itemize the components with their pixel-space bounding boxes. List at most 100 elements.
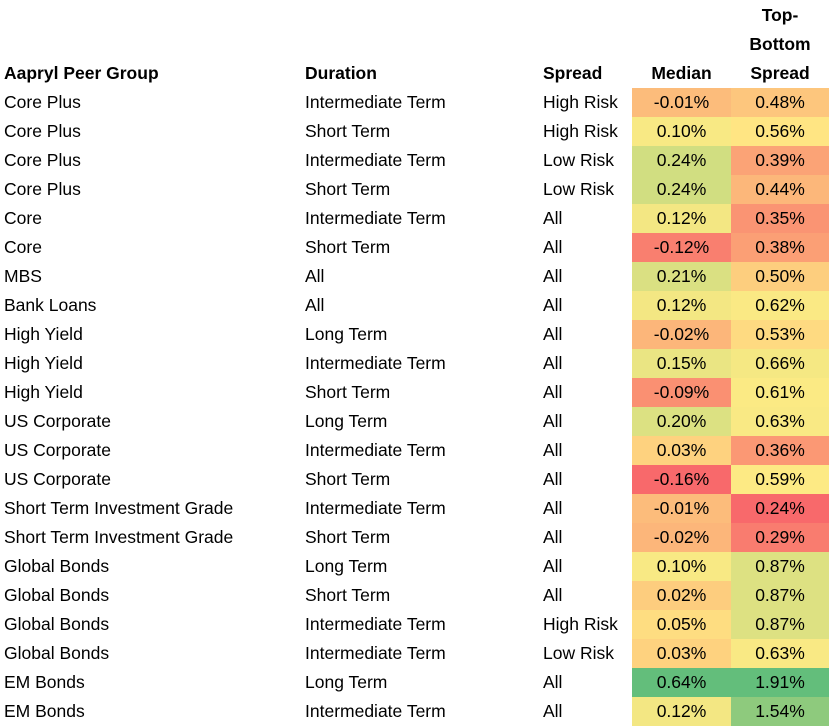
median-cell: 0.64% [632, 668, 731, 697]
spread-cell: All [543, 382, 563, 402]
top-bottom-spread-cell: 1.91% [731, 668, 829, 697]
header-median: Median [651, 63, 712, 83]
median-cell: 0.12% [632, 291, 731, 320]
median-cell: 0.03% [632, 436, 731, 465]
duration-cell: Intermediate Term [305, 614, 446, 634]
peer-group-cell: US Corporate [4, 469, 111, 489]
top-bottom-spread-cell: 0.36% [731, 436, 829, 465]
header-spread: Spread [543, 63, 603, 83]
spread-cell: High Risk [543, 614, 618, 634]
spread-cell: All [543, 527, 563, 547]
top-bottom-spread-cell: 0.48% [731, 88, 829, 117]
median-cell: 0.10% [632, 552, 731, 581]
peer-group-cell: US Corporate [4, 411, 111, 431]
top-bottom-spread-cell: 0.24% [731, 494, 829, 523]
spread-cell: High Risk [543, 92, 618, 112]
median-cell: -0.16% [632, 465, 731, 494]
top-bottom-spread-cell: 0.39% [731, 146, 829, 175]
top-bottom-spread-cell: 0.56% [731, 117, 829, 146]
top-bottom-spread-cell: 0.87% [731, 581, 829, 610]
top-bottom-spread-cell: 0.35% [731, 204, 829, 233]
median-cell: 0.05% [632, 610, 731, 639]
top-bottom-spread-cell: 0.61% [731, 378, 829, 407]
top-bottom-spread-cell: 0.63% [731, 407, 829, 436]
peer-group-cell: Core [4, 208, 42, 228]
top-bottom-spread-cell: 0.53% [731, 320, 829, 349]
duration-cell: Short Term [305, 382, 391, 402]
duration-cell: Intermediate Term [305, 92, 446, 112]
spread-cell: All [543, 266, 563, 286]
peer-group-cell: Global Bonds [4, 643, 110, 663]
peer-group-cell: High Yield [4, 353, 83, 373]
duration-cell: Intermediate Term [305, 353, 446, 373]
peer-group-cell: Global Bonds [4, 585, 110, 605]
peer-group-cell: Global Bonds [4, 556, 110, 576]
top-bottom-spread-cell: 0.59% [731, 465, 829, 494]
top-bottom-spread-cell: 0.87% [731, 552, 829, 581]
peer-group-cell: Short Term Investment Grade [4, 527, 234, 547]
top-bottom-spread-cell: 0.38% [731, 233, 829, 262]
spread-cell: All [543, 469, 563, 489]
peer-group-cell: Global Bonds [4, 614, 110, 634]
duration-cell: Long Term [305, 672, 388, 692]
spread-cell: All [543, 701, 563, 721]
spread-cell: Low Risk [543, 179, 614, 199]
duration-cell: All [305, 266, 325, 286]
median-cell: 0.12% [632, 697, 731, 726]
peer-group-cell: Core [4, 237, 42, 257]
peer-group-cell: Core Plus [4, 179, 81, 199]
header-peer-group: Aapryl Peer Group [4, 63, 159, 83]
header-duration: Duration [305, 63, 377, 83]
median-cell: -0.01% [632, 88, 731, 117]
header-text: Top-Bottom Spread [749, 5, 811, 83]
duration-cell: Short Term [305, 179, 391, 199]
median-cell: 0.20% [632, 407, 731, 436]
peer-group-cell: MBS [4, 266, 42, 286]
duration-cell: Long Term [305, 324, 388, 344]
peer-group-cell: High Yield [4, 382, 83, 402]
spread-cell: All [543, 440, 563, 460]
duration-cell: Intermediate Term [305, 498, 446, 518]
duration-cell: Short Term [305, 585, 391, 605]
median-cell: -0.09% [632, 378, 731, 407]
duration-cell: Intermediate Term [305, 643, 446, 663]
duration-cell: Intermediate Term [305, 150, 446, 170]
spread-cell: All [543, 672, 563, 692]
median-cell: 0.02% [632, 581, 731, 610]
peer-group-cell: Bank Loans [4, 295, 97, 315]
median-cell: 0.03% [632, 639, 731, 668]
peer-group-cell: EM Bonds [4, 672, 85, 692]
median-cell: 0.10% [632, 117, 731, 146]
peer-group-cell: High Yield [4, 324, 83, 344]
spread-cell: All [543, 498, 563, 518]
spread-cell: All [543, 556, 563, 576]
top-bottom-spread-cell: 0.63% [731, 639, 829, 668]
median-cell: -0.02% [632, 320, 731, 349]
duration-cell: Short Term [305, 527, 391, 547]
median-cell: 0.24% [632, 146, 731, 175]
duration-cell: Short Term [305, 469, 391, 489]
median-cell: 0.21% [632, 262, 731, 291]
spread-cell: Low Risk [543, 643, 614, 663]
top-bottom-spread-cell: 0.29% [731, 523, 829, 552]
duration-cell: Short Term [305, 237, 391, 257]
duration-cell: All [305, 295, 325, 315]
median-cell: 0.24% [632, 175, 731, 204]
duration-cell: Intermediate Term [305, 701, 446, 721]
peer-group-cell: Core Plus [4, 150, 81, 170]
spread-cell: Low Risk [543, 150, 614, 170]
peer-group-cell: Core Plus [4, 92, 81, 112]
peer-group-cell: US Corporate [4, 440, 111, 460]
top-bottom-spread-cell: 0.50% [731, 262, 829, 291]
duration-cell: Intermediate Term [305, 208, 446, 228]
duration-cell: Long Term [305, 411, 388, 431]
spread-cell: All [543, 353, 563, 373]
median-cell: -0.12% [632, 233, 731, 262]
median-cell: -0.01% [632, 494, 731, 523]
spread-cell: All [543, 295, 563, 315]
spread-cell: All [543, 237, 563, 257]
median-cell: 0.12% [632, 204, 731, 233]
duration-cell: Long Term [305, 556, 388, 576]
median-cell: -0.02% [632, 523, 731, 552]
